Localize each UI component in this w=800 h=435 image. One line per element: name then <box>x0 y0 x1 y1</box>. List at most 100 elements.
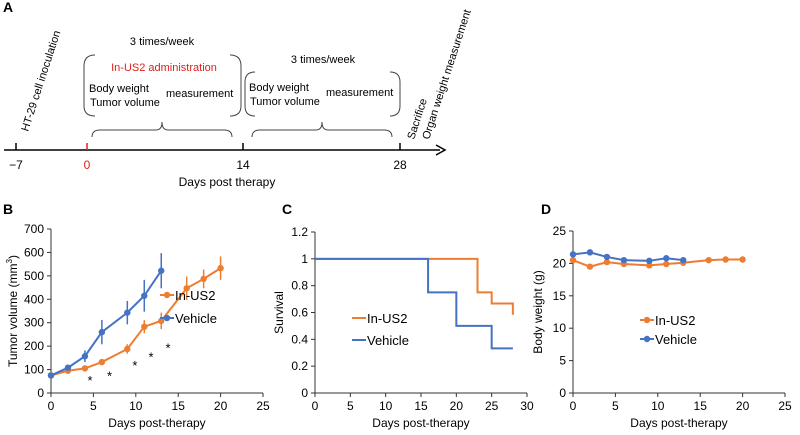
data-point-vehicle <box>680 256 687 264</box>
data-point-vehicle <box>646 257 653 265</box>
y-tick-label: 25 <box>553 224 567 238</box>
x-axis-label: Days post-therapy <box>630 416 727 430</box>
data-point-in-us2 <box>200 275 207 283</box>
data-point-in-us2 <box>663 260 670 268</box>
data-point-in-us2 <box>722 256 729 263</box>
tick-label-0: 0 <box>84 158 91 172</box>
y-tick-label: 0 <box>37 386 44 400</box>
y-tick-label: 5 <box>559 354 566 368</box>
tumor-volume-label-2: Tumor volume <box>250 96 320 108</box>
x-tick-label: 25 <box>778 399 792 413</box>
brace-1 <box>91 121 233 138</box>
paren-right-2 <box>389 71 401 117</box>
data-point-in-us2 <box>183 285 190 292</box>
legend-label-in-us2: In-US2 <box>367 311 407 326</box>
significance-asterisk: * <box>87 373 92 388</box>
x-tick-label: 5 <box>347 399 354 413</box>
legend-marker-in-us2 <box>163 291 171 299</box>
y-tick-label: 200 <box>24 339 44 353</box>
x-tick-label: 0 <box>48 399 55 413</box>
y-tick-label: 700 <box>24 222 44 236</box>
data-point-vehicle <box>158 267 165 274</box>
data-point-vehicle <box>569 251 577 258</box>
frequency-label-2: 3 times/week <box>291 54 356 66</box>
x-tick-label: 10 <box>651 399 665 413</box>
tumor-volume-label-1: Tumor volume <box>90 97 160 109</box>
x-tick-label: 5 <box>90 399 97 413</box>
data-point-in-us2 <box>569 256 577 264</box>
y-tick-label: 15 <box>553 289 567 303</box>
arrow-head-icon <box>435 144 447 156</box>
x-axis-label: Days post-therapy <box>372 416 469 430</box>
data-point-vehicle <box>98 328 106 336</box>
x-tick-label: 5 <box>612 399 619 413</box>
legend-label-vehicle: Vehicle <box>655 332 697 347</box>
data-point-vehicle <box>141 292 148 299</box>
paren-right-1 <box>229 54 242 117</box>
body-weight-label-2: Body weight <box>249 82 309 94</box>
x-tick-label: 25 <box>485 399 499 413</box>
y-tick-label: 1 <box>301 252 308 266</box>
y-tick-label: 0.6 <box>291 306 308 320</box>
y-tick-label: 10 <box>553 321 567 335</box>
organ-weight-label: Organ weight measurement <box>420 8 473 141</box>
x-tick-label: 10 <box>379 399 393 413</box>
y-tick-label: 0.8 <box>291 279 308 293</box>
series-line-in-us2 <box>315 257 514 315</box>
significance-asterisk: * <box>107 368 112 383</box>
y-tick-label: 500 <box>24 269 44 283</box>
panel-label-b: B <box>3 201 13 217</box>
panel-label-d: D <box>541 201 551 217</box>
panel-label-a: A <box>3 0 13 15</box>
data-point-vehicle <box>64 364 72 371</box>
x-tick-label: 15 <box>414 399 428 413</box>
panel-c-chart: C 0 5 10 15 20 25 30 0 0.2 0.4 0.6 0.8 1 1.2 Days post-… <box>272 201 534 430</box>
y-tick-label: 400 <box>24 292 44 306</box>
measurement-label-1: measurement <box>166 88 233 100</box>
y-tick-label: 0 <box>301 386 308 400</box>
administration-label: In-US2 administration <box>111 62 217 74</box>
data-point-in-us2 <box>124 345 131 353</box>
paren-left-1 <box>83 54 96 117</box>
y-axis-label: Body weight (g) <box>531 270 545 353</box>
data-point-in-us2 <box>158 317 165 325</box>
series-line-in-us2 <box>50 267 222 377</box>
series-line-vehicle <box>315 257 513 350</box>
y-tick-label: 300 <box>24 316 44 330</box>
data-point-in-us2 <box>141 323 148 330</box>
panel-a-timeline: A −7 0 14 28 Days post therapy HT-29 cel… <box>3 0 474 189</box>
data-point-vehicle <box>586 249 594 256</box>
legend-label-vehicle: Vehicle <box>367 333 409 348</box>
data-point-in-us2 <box>603 258 611 266</box>
data-point-in-us2 <box>81 365 89 372</box>
series-line-in-us2 <box>572 258 743 268</box>
x-tick-label: 10 <box>129 399 143 413</box>
data-point-in-us2 <box>646 262 653 269</box>
data-point-vehicle <box>663 255 670 262</box>
x-axis-label: Days post-therapy <box>108 416 205 430</box>
legend-label-vehicle: Vehicle <box>175 311 217 326</box>
inoculation-label: HT-29 cell inoculation <box>19 29 63 133</box>
x-tick-label: 20 <box>450 399 464 413</box>
x-tick-label: 0 <box>312 399 319 413</box>
x-tick-label: 20 <box>214 399 228 413</box>
panel-label-c: C <box>282 201 292 217</box>
significance-asterisk: * <box>132 358 137 373</box>
measurement-label-2: measurement <box>326 87 393 99</box>
legend-marker-vehicle <box>163 314 171 322</box>
timeline-xlabel: Days post therapy <box>179 175 276 189</box>
y-tick-label: 100 <box>24 363 44 377</box>
y-axis-label: Tumor volume (mm3) <box>5 255 20 367</box>
y-tick-label: 0 <box>559 386 566 400</box>
body-weight-label-1: Body weight <box>89 83 149 95</box>
tick-label-28: 28 <box>393 158 407 172</box>
tick-label-14: 14 <box>236 158 250 172</box>
significance-asterisk: * <box>149 350 154 365</box>
data-point-vehicle <box>603 253 611 261</box>
data-point-vehicle <box>620 256 628 264</box>
x-tick-label: 15 <box>694 399 708 413</box>
data-point-in-us2 <box>586 263 594 270</box>
y-tick-label: 20 <box>553 256 567 270</box>
legend-label-in-us2: In-US2 <box>175 288 215 303</box>
